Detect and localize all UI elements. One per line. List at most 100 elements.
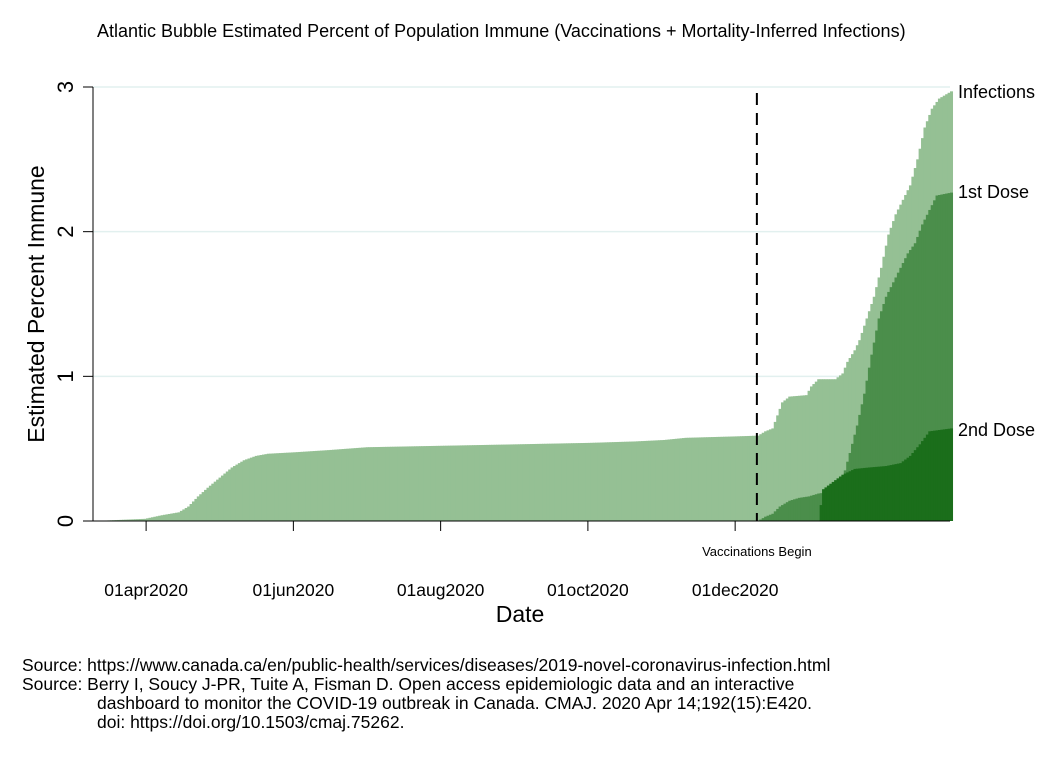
area-bar [645, 440, 649, 521]
area-bar [800, 497, 804, 521]
sources-note: Source: https://www.canada.ca/en/public-… [22, 656, 830, 732]
area-bar [935, 195, 939, 521]
area-bar [933, 430, 937, 521]
area-bar [657, 440, 661, 521]
area-bar [747, 435, 751, 521]
area-bar [616, 441, 620, 521]
area-bar [694, 437, 698, 521]
area-bar [913, 243, 917, 522]
area-bar [233, 466, 237, 521]
area-bar [517, 444, 521, 521]
area-bar [788, 396, 792, 521]
area-bar [339, 449, 343, 521]
series-labels: Infections 1st Dose 2nd Dose [958, 82, 1035, 440]
area-bar [819, 505, 823, 521]
area-bar [394, 446, 398, 521]
area-bar [947, 428, 951, 521]
area-bar [851, 470, 855, 521]
area-bar [187, 506, 191, 521]
area-bar [455, 445, 459, 521]
area-bar [213, 481, 217, 521]
area-bar [764, 431, 768, 521]
area-bar [894, 277, 898, 521]
area-bar [602, 442, 606, 521]
area-bar [360, 447, 364, 521]
source-line-2: Source: Berry I, Soucy J-PR, Tuite A, Fi… [22, 674, 795, 694]
area-bar [175, 512, 179, 521]
area-bar [402, 446, 406, 521]
area-bar [223, 473, 227, 521]
area-bar [438, 445, 442, 521]
area-bar [778, 506, 782, 521]
area-bar [720, 436, 724, 521]
area-bar [317, 450, 321, 521]
area-bar [715, 436, 719, 521]
area-bar [677, 438, 681, 521]
area-bar [836, 377, 840, 521]
area-bar [544, 443, 548, 521]
area-bar [411, 446, 415, 521]
area-bar [182, 509, 186, 521]
area-bar [851, 354, 855, 521]
area-bar [783, 503, 787, 521]
area-bar [607, 442, 611, 521]
area-bar [281, 452, 285, 521]
area-bar [510, 444, 514, 521]
area-bar [877, 318, 881, 521]
area-bar [170, 513, 174, 521]
area-bar [727, 436, 731, 521]
area-bar [795, 498, 799, 521]
area-bar [365, 447, 369, 521]
area-bar [406, 446, 410, 521]
y-ticks: 0 1 2 3 [53, 81, 93, 527]
area-bar [756, 435, 760, 521]
series-label: Infections [958, 82, 1035, 102]
area-bar [201, 492, 205, 521]
area-bar [298, 451, 302, 521]
area-bar [305, 451, 309, 521]
area-bar [901, 461, 905, 521]
area-bar [358, 447, 362, 521]
area-bar [491, 444, 495, 521]
area-bar [735, 436, 739, 521]
area-bar [426, 446, 430, 521]
area-bar [781, 505, 785, 521]
area-bar [809, 386, 813, 521]
area-bar [191, 501, 195, 521]
area-bar [718, 436, 722, 521]
area-bar [846, 472, 850, 521]
area-bar [179, 510, 183, 521]
area-bar [933, 200, 937, 522]
area-bar [430, 445, 434, 521]
area-bar [433, 445, 437, 521]
area-bar [464, 445, 468, 521]
area-bar [819, 379, 823, 521]
area-bar [346, 448, 350, 521]
area-bar [870, 467, 874, 521]
area-bar [136, 519, 140, 521]
area-bar [923, 219, 927, 521]
area-bar [887, 465, 891, 521]
area-bar [230, 467, 234, 521]
area-bar [216, 479, 220, 521]
area-bar [117, 519, 121, 521]
area-bar [831, 481, 835, 521]
area-bar [785, 502, 789, 521]
area-bar [906, 253, 910, 521]
x-axis-label: Date [496, 601, 545, 627]
area-bar [764, 516, 768, 521]
area-bar [293, 452, 297, 521]
area-bar [177, 512, 181, 521]
area-bar [247, 458, 251, 521]
area-bar [599, 442, 603, 521]
area-bar [276, 453, 280, 521]
area-bar [686, 437, 690, 521]
area-bar [286, 452, 290, 521]
area-bar [817, 493, 821, 521]
area-bar [590, 442, 594, 521]
area-bar [672, 439, 676, 521]
area-bar [334, 449, 338, 521]
area-bar [829, 483, 833, 521]
area-bar [278, 453, 282, 521]
area-bar [812, 384, 816, 521]
